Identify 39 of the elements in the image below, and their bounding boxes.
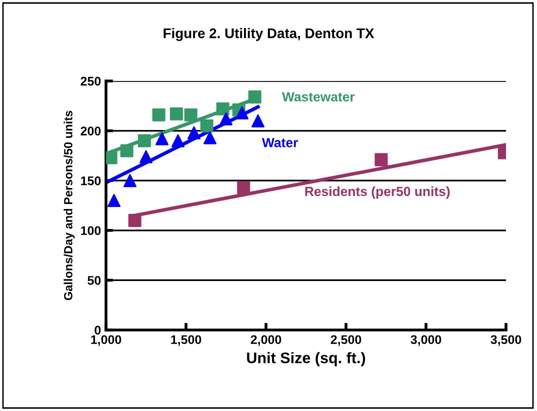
y-tick-label: 0 [94,326,101,335]
point [187,126,201,140]
point [170,107,183,120]
point [128,214,142,227]
point [216,102,230,116]
point [171,134,185,148]
text: Water [262,138,298,148]
y-tick-label: 200 [80,126,101,136]
point [152,108,166,122]
point [203,131,217,144]
point [219,112,233,126]
x-tick-label: 3,500 [490,335,522,346]
point [237,181,250,194]
point [120,144,134,158]
point [139,150,153,164]
x-tick-label: 2,500 [330,335,362,346]
point [251,114,265,128]
y-tick-label: 100 [81,226,101,236]
x-tick-label: 2,000 [250,335,282,346]
series-label: Residents (per50 units) [305,186,450,199]
y-tick-label: 250 [80,76,101,86]
x-tick-label: 3,000 [410,335,442,346]
point [123,174,137,188]
point [138,134,151,148]
y-axis-title: Gallons/Day and Persons/50 units [64,110,75,300]
point [235,106,249,120]
x-tick-label: 1,500 [171,335,202,346]
x-axis-title: Unit Size (sq. ft.) [247,352,366,366]
y-tick-label: 150 [81,176,101,186]
point [107,194,121,208]
x-tick-label: 1,000 [91,335,122,346]
point [184,108,198,122]
series-label: Wastewater [282,92,355,102]
point [248,90,262,104]
y-tick-label: 50 [88,276,101,285]
point [374,153,388,166]
point [155,132,169,146]
point [200,119,214,132]
chart-title: Figure 2. Utility Data, Denton TX [164,28,374,42]
